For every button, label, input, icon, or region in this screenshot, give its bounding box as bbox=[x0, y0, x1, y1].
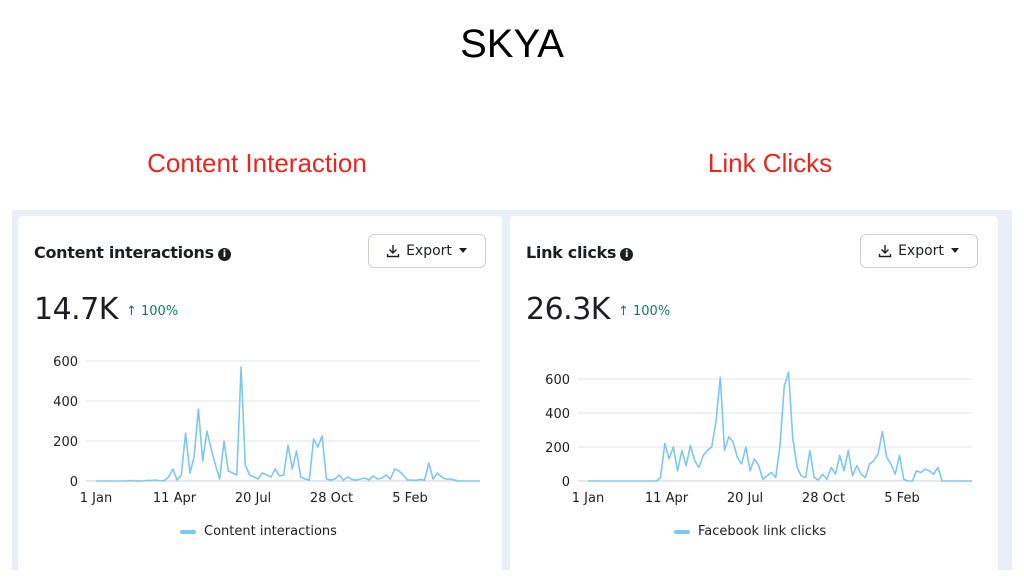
link-clicks-chart: 0 200 400 600 1 Jan 11 Apr 20 Jul 28 Oct 5 Feb bbox=[545, 371, 972, 506]
download-icon bbox=[878, 245, 892, 258]
card-title-text: Link clicks bbox=[526, 243, 617, 262]
export-label: Export bbox=[406, 243, 452, 259]
series-line bbox=[96, 366, 480, 482]
section-title-link-clicks: Link Clicks bbox=[707, 148, 833, 178]
chart-legend: Content interactions bbox=[180, 524, 337, 539]
y-tick-label: 600 bbox=[545, 373, 570, 388]
info-icon[interactable]: i bbox=[217, 248, 231, 261]
card-title: Content interactions i bbox=[34, 243, 231, 262]
x-tick-label: 28 Oct bbox=[802, 491, 845, 506]
chart-legend: Facebook link clicks bbox=[674, 524, 826, 539]
download-icon bbox=[386, 245, 400, 258]
export-button[interactable]: Export bbox=[368, 234, 486, 268]
section-title-content-interaction: Content Interaction bbox=[147, 148, 367, 178]
content-interactions-card: Content interactions i Export 14.7K ↑ 100%… bbox=[18, 216, 502, 577]
total-value: 26.3K bbox=[526, 292, 610, 327]
export-label: Export bbox=[898, 243, 944, 259]
x-tick-label: 1 Jan bbox=[80, 491, 112, 506]
caret-down-icon bbox=[458, 248, 467, 253]
y-tick-label: 400 bbox=[545, 407, 570, 422]
x-tick-label: 1 Jan bbox=[572, 491, 604, 506]
export-button[interactable]: Export bbox=[860, 234, 978, 268]
delta-percent: ↑ 100% bbox=[617, 304, 671, 319]
link-clicks-card: Link clicks i Export 26.3K ↑ 100% 0 200 400 6… bbox=[510, 216, 998, 577]
slide-title: SKYA bbox=[460, 22, 564, 66]
total-metric: 14.7K ↑ 100% bbox=[34, 292, 178, 327]
total-metric: 26.3K ↑ 100% bbox=[526, 292, 670, 327]
x-tick-label: 20 Jul bbox=[727, 491, 763, 506]
x-tick-label: 5 Feb bbox=[884, 491, 919, 506]
content-interactions-chart: 0 200 400 600 1 Jan 11 Apr 20 Jul 28 Oct 5 Feb bbox=[53, 355, 480, 506]
info-icon[interactable]: i bbox=[620, 248, 634, 261]
legend-swatch bbox=[674, 529, 690, 534]
x-tick-label: 11 Apr bbox=[153, 491, 197, 506]
card-title: Link clicks i bbox=[526, 243, 634, 262]
legend-label: Content interactions bbox=[204, 524, 337, 539]
legend-label: Facebook link clicks bbox=[698, 524, 827, 539]
y-tick-label: 400 bbox=[53, 395, 78, 410]
y-tick-label: 0 bbox=[70, 475, 78, 490]
x-tick-label: 20 Jul bbox=[235, 491, 271, 506]
delta-percent: ↑ 100% bbox=[125, 304, 179, 319]
y-tick-label: 0 bbox=[562, 475, 570, 490]
x-tick-label: 11 Apr bbox=[645, 491, 689, 506]
y-tick-label: 200 bbox=[53, 435, 78, 450]
x-tick-label: 28 Oct bbox=[310, 491, 353, 506]
series-line bbox=[588, 371, 972, 482]
total-value: 14.7K bbox=[34, 292, 118, 327]
card-title-text: Content interactions bbox=[34, 243, 214, 262]
x-tick-label: 5 Feb bbox=[392, 491, 427, 506]
caret-down-icon bbox=[950, 248, 959, 253]
legend-swatch bbox=[180, 529, 196, 534]
y-tick-label: 600 bbox=[53, 355, 78, 370]
y-tick-label: 200 bbox=[545, 441, 570, 456]
